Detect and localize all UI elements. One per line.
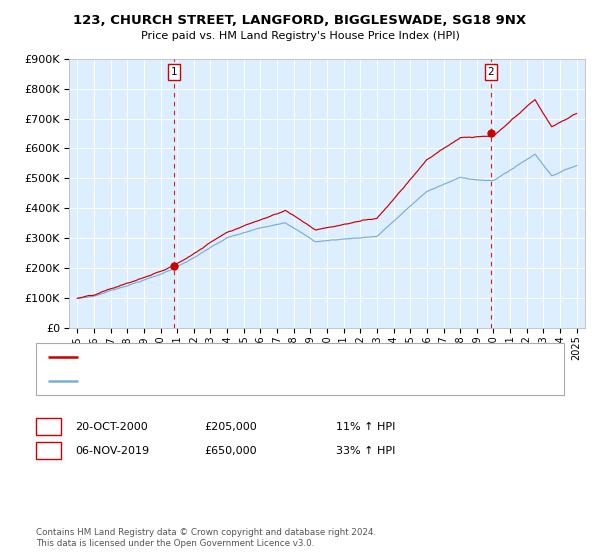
Text: 33% ↑ HPI: 33% ↑ HPI xyxy=(336,446,395,456)
Text: 11% ↑ HPI: 11% ↑ HPI xyxy=(336,422,395,432)
Text: 1: 1 xyxy=(45,422,52,432)
Text: 123, CHURCH STREET, LANGFORD, BIGGLESWADE, SG18 9NX: 123, CHURCH STREET, LANGFORD, BIGGLESWAD… xyxy=(73,14,527,27)
Text: 123, CHURCH STREET, LANGFORD, BIGGLESWADE, SG18 9NX (detached house): 123, CHURCH STREET, LANGFORD, BIGGLESWAD… xyxy=(84,352,475,362)
Text: 20-OCT-2000: 20-OCT-2000 xyxy=(75,422,148,432)
Text: Price paid vs. HM Land Registry's House Price Index (HPI): Price paid vs. HM Land Registry's House … xyxy=(140,31,460,41)
Text: 1: 1 xyxy=(170,67,177,77)
Text: £650,000: £650,000 xyxy=(204,446,257,456)
Text: 2: 2 xyxy=(488,67,494,77)
Text: £205,000: £205,000 xyxy=(204,422,257,432)
Text: Contains HM Land Registry data © Crown copyright and database right 2024.
This d: Contains HM Land Registry data © Crown c… xyxy=(36,528,376,548)
Text: 2: 2 xyxy=(45,446,52,456)
Text: HPI: Average price, detached house, Central Bedfordshire: HPI: Average price, detached house, Cent… xyxy=(84,376,365,386)
Text: 06-NOV-2019: 06-NOV-2019 xyxy=(75,446,149,456)
